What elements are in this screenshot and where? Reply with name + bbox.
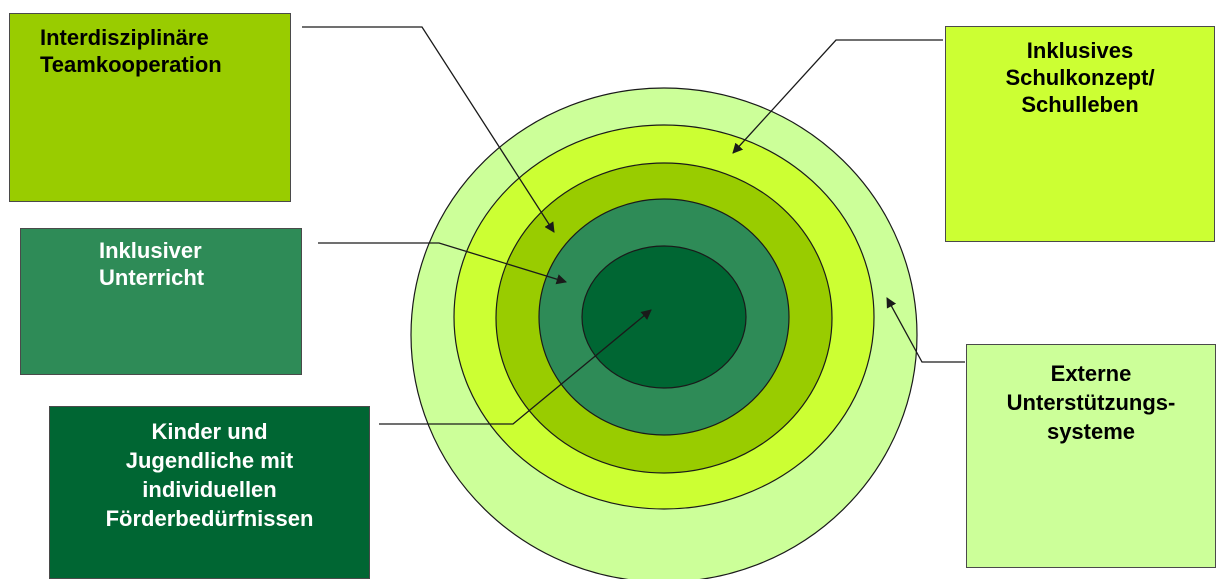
box-external-support: Externe Unterstützungs- systeme bbox=[966, 344, 1216, 568]
box-inclusive-teaching-label: Inklusiver Unterricht bbox=[99, 238, 205, 290]
box-team-cooperation-label: Interdisziplinäre Teamkooperation bbox=[40, 25, 222, 77]
box-school-concept: Inklusives Schulkonzept/ Schulleben bbox=[945, 26, 1215, 242]
box-external-support-label: Externe Unterstützungs- systeme bbox=[1006, 361, 1176, 444]
arrow-team-cooperation bbox=[302, 26, 555, 233]
box-team-cooperation: Interdisziplinäre Teamkooperation bbox=[9, 13, 291, 202]
box-children: Kinder und Jugendliche mit individuellen… bbox=[49, 406, 370, 579]
ring-core-children bbox=[581, 245, 747, 389]
arrow-school-concept bbox=[732, 39, 943, 154]
box-school-concept-label: Inklusives Schulkonzept/ Schulleben bbox=[1005, 38, 1155, 117]
box-inclusive-teaching: Inklusiver Unterricht bbox=[20, 228, 302, 375]
arrow-external-support bbox=[886, 297, 965, 363]
arrow-inclusive-teaching bbox=[318, 242, 567, 285]
arrow-children bbox=[379, 309, 652, 425]
box-children-label: Kinder und Jugendliche mit individuellen… bbox=[105, 419, 314, 531]
